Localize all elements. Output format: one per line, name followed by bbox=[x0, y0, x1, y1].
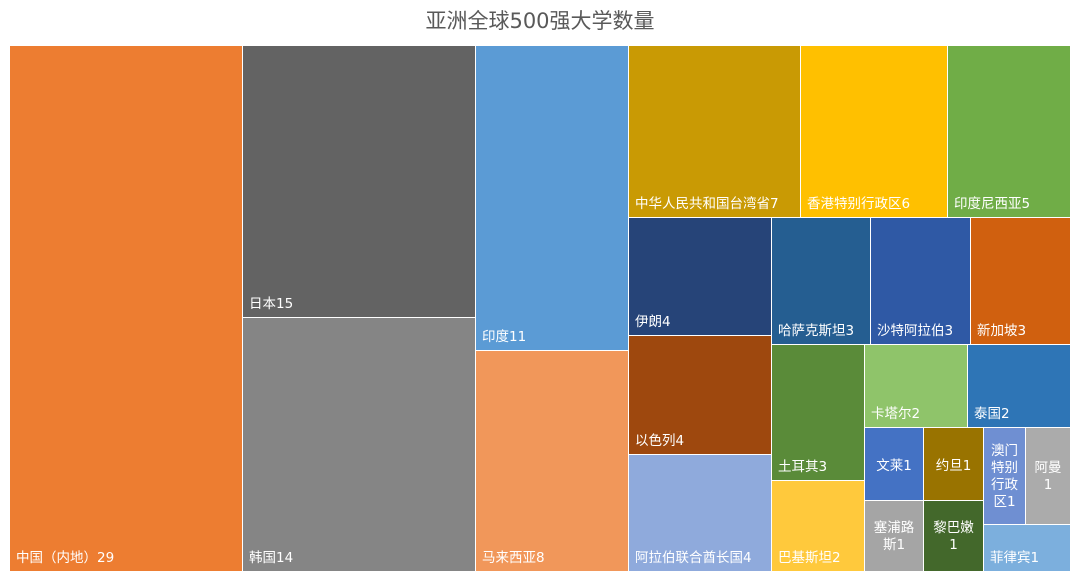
tile-12: 沙特阿拉伯3 bbox=[871, 218, 970, 344]
tile-label: 日本15 bbox=[249, 296, 293, 312]
tile-21: 阿曼 1 bbox=[1026, 428, 1070, 524]
chart-title: 亚洲全球500强大学数量 bbox=[425, 9, 655, 33]
tile-7: 印度尼西亚5 bbox=[948, 46, 1070, 217]
tile-23: 黎巴嫩 1 bbox=[924, 501, 983, 571]
tile-label: 澳门特别行政区1 bbox=[991, 443, 1019, 510]
tile-rect bbox=[984, 428, 1025, 524]
tile-rect bbox=[871, 218, 970, 344]
tile-label: 阿曼 1 bbox=[1035, 460, 1062, 493]
tile-label: 中华人民共和国台湾省7 bbox=[635, 195, 779, 212]
tile-rect bbox=[948, 46, 1070, 217]
tile-rect bbox=[1026, 428, 1070, 524]
tile-5: 中华人民共和国台湾省7 bbox=[629, 46, 800, 217]
tile-22: 塞浦路斯1 bbox=[865, 501, 923, 571]
tile-label: 泰国2 bbox=[974, 406, 1010, 422]
tile-label: 文莱1 bbox=[876, 458, 912, 474]
tile-label: 韩国14 bbox=[249, 550, 293, 566]
tile-16: 泰国2 bbox=[968, 345, 1070, 427]
tile-label: 香港特别行政区6 bbox=[807, 196, 910, 212]
tile-label: 伊朗4 bbox=[635, 314, 671, 330]
tile-label: 新加坡3 bbox=[977, 323, 1026, 339]
tile-label: 约旦1 bbox=[936, 458, 972, 474]
tile-rect bbox=[772, 218, 870, 344]
tile-9: 以色列4 bbox=[629, 336, 771, 454]
tile-rect bbox=[968, 345, 1070, 427]
tile-rect bbox=[984, 525, 1070, 571]
tile-20: 澳门特别行政区1 bbox=[984, 428, 1025, 524]
tile-15: 卡塔尔2 bbox=[865, 345, 967, 427]
tile-rect bbox=[924, 501, 983, 571]
tile-label: 马来西亚8 bbox=[482, 550, 545, 566]
tile-13: 新加坡3 bbox=[971, 218, 1070, 344]
tile-17: 巴基斯坦2 bbox=[772, 481, 864, 571]
tile-1: 日本15 bbox=[243, 46, 475, 317]
tile-2: 韩国14 bbox=[243, 318, 475, 571]
tile-rect bbox=[924, 428, 983, 500]
tile-4: 马来西亚8 bbox=[476, 351, 628, 571]
tile-rect bbox=[10, 46, 242, 571]
tile-24: 菲律宾1 bbox=[984, 525, 1070, 571]
tile-label: 中国（内地）29 bbox=[16, 550, 114, 566]
tile-rect bbox=[865, 501, 923, 571]
tile-rect bbox=[629, 455, 771, 571]
tile-10: 阿拉伯联合酋长国4 bbox=[629, 455, 771, 571]
tile-14: 土耳其3 bbox=[772, 345, 864, 480]
tile-label: 阿拉伯联合酋长国4 bbox=[635, 549, 752, 566]
tile-rect bbox=[629, 218, 771, 335]
tile-label: 卡塔尔2 bbox=[871, 406, 920, 422]
tile-label: 以色列4 bbox=[635, 432, 684, 449]
tile-8: 伊朗4 bbox=[629, 218, 771, 335]
tile-label: 菲律宾1 bbox=[990, 550, 1039, 566]
tile-label: 黎巴嫩 1 bbox=[933, 520, 974, 553]
tile-rect bbox=[629, 46, 800, 217]
tile-0: 中国（内地）29 bbox=[10, 46, 242, 571]
tile-label: 塞浦路斯1 bbox=[874, 519, 915, 553]
tile-rect bbox=[772, 345, 864, 480]
tile-label: 土耳其3 bbox=[778, 459, 827, 475]
tile-label: 印度11 bbox=[482, 329, 526, 345]
tile-3: 印度11 bbox=[476, 46, 628, 350]
tile-label: 巴基斯坦2 bbox=[778, 549, 841, 566]
tile-rect bbox=[971, 218, 1070, 344]
tile-18: 文莱1 bbox=[865, 428, 923, 500]
tile-rect bbox=[476, 46, 628, 350]
tile-rect bbox=[865, 428, 923, 500]
tile-rect bbox=[772, 481, 864, 571]
tile-rect bbox=[243, 318, 475, 571]
tile-label: 印度尼西亚5 bbox=[954, 196, 1030, 212]
tile-label: 沙特阿拉伯3 bbox=[877, 323, 953, 339]
tile-6: 香港特别行政区6 bbox=[801, 46, 947, 217]
tile-11: 哈萨克斯坦3 bbox=[772, 218, 870, 344]
tile-19: 约旦1 bbox=[924, 428, 983, 500]
tile-label: 哈萨克斯坦3 bbox=[778, 323, 854, 339]
tile-rect bbox=[476, 351, 628, 571]
tile-rect bbox=[629, 336, 771, 454]
tile-rect bbox=[243, 46, 475, 317]
tile-rect bbox=[865, 345, 967, 427]
tile-rect bbox=[801, 46, 947, 217]
